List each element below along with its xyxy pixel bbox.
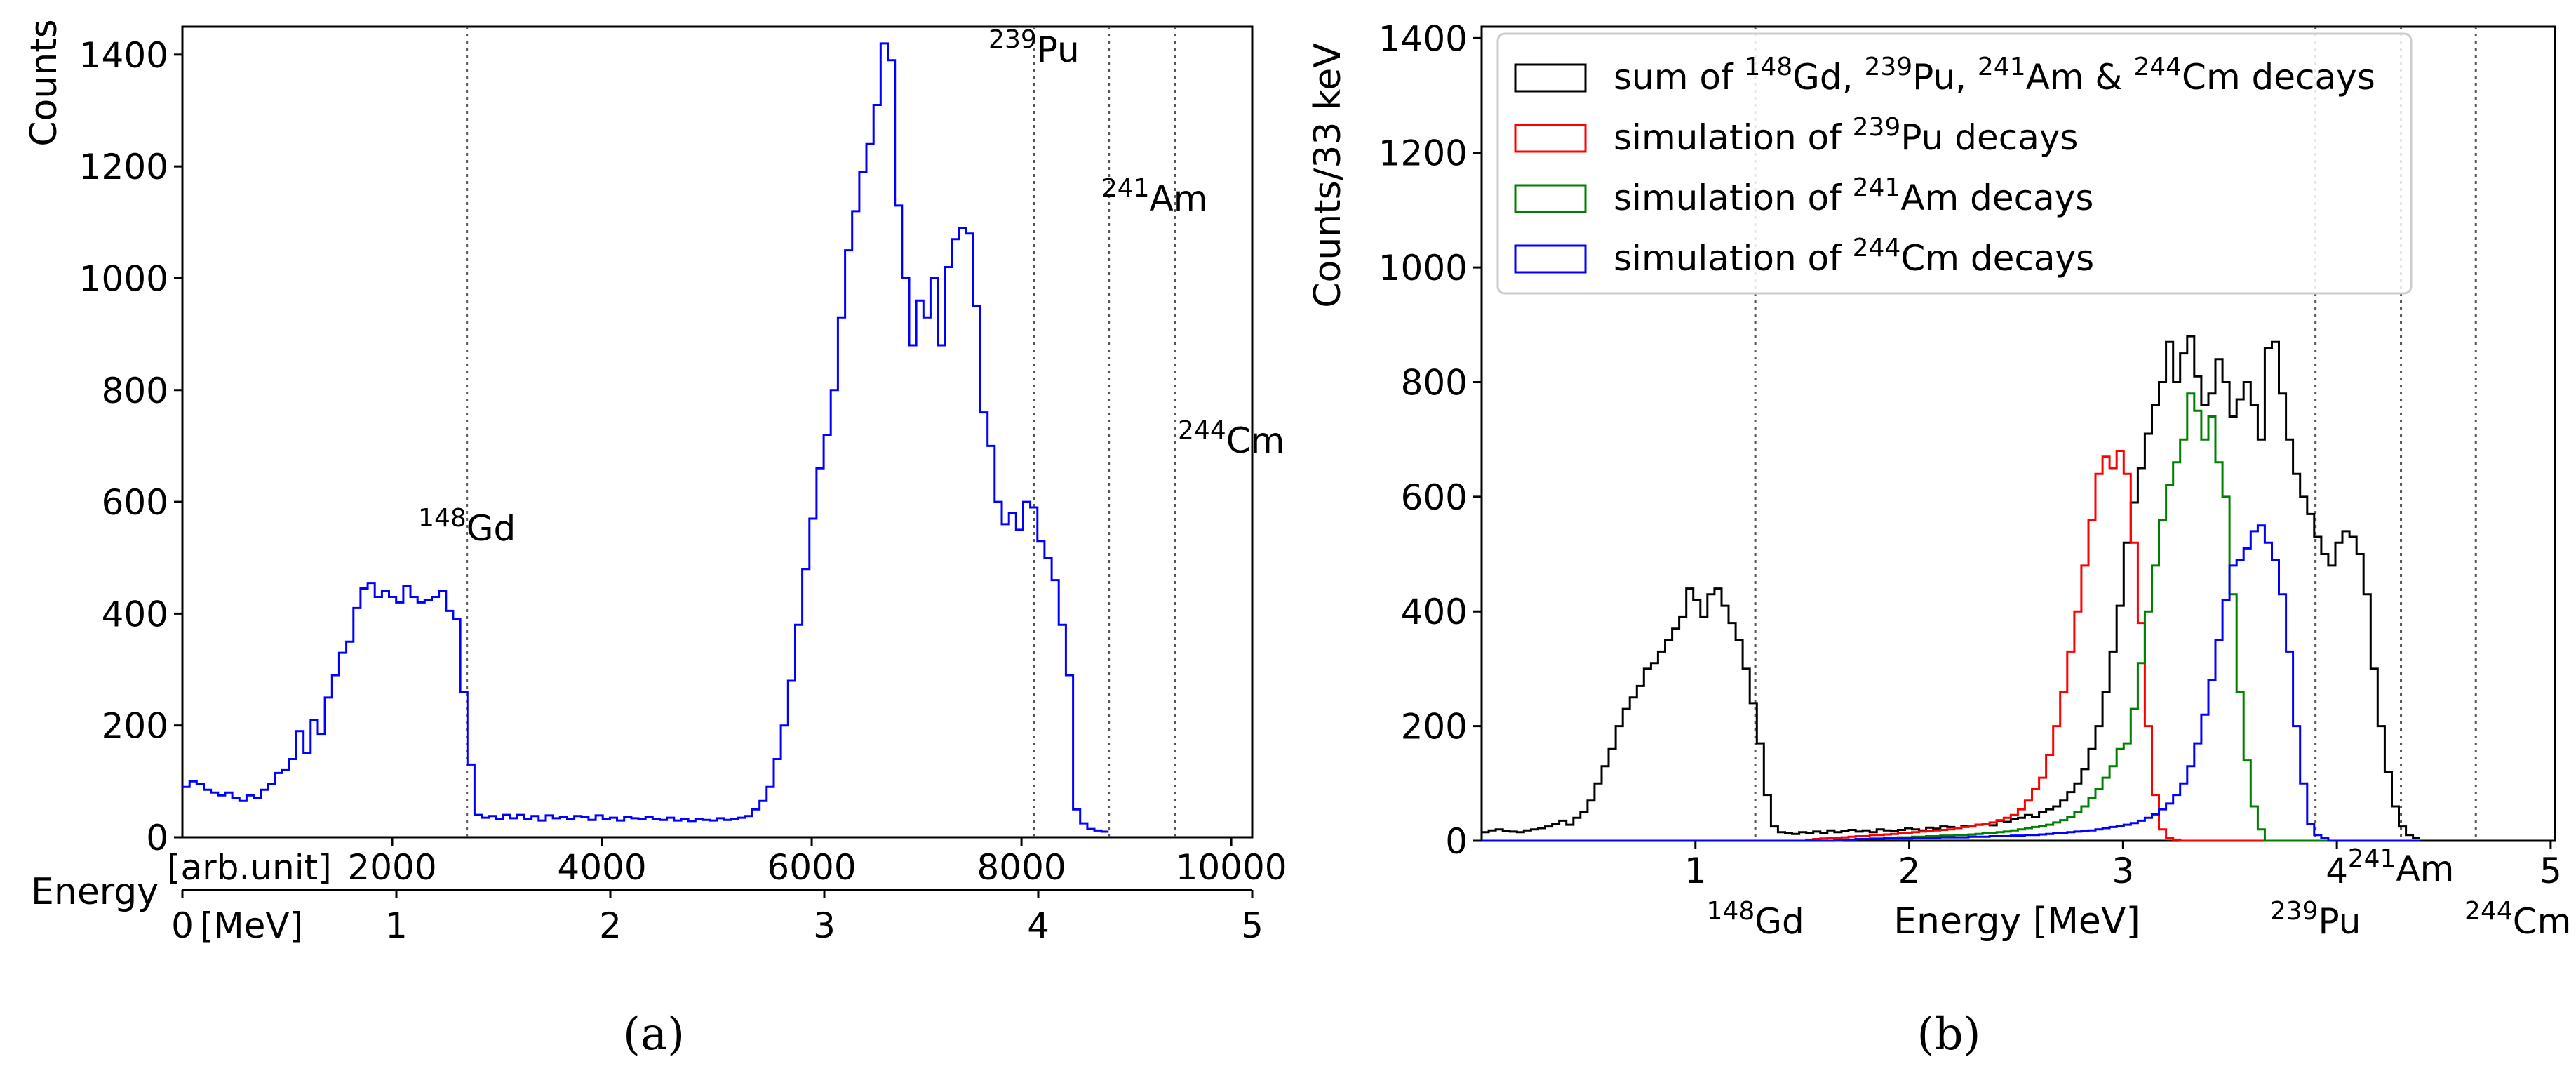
panel-a-peak-label-gd: 148Gd	[418, 504, 516, 550]
panel-b-legend-swatch-pu239	[1514, 124, 1587, 153]
panel-b-peak-label-cm: 244Cm	[2464, 897, 2571, 943]
panel-b-ytick-label: 0	[1445, 821, 1468, 862]
panel-b-peak-label-gd: 148Gd	[1707, 897, 1804, 943]
panel-a-bottom-tick-label: 5	[1241, 905, 1263, 946]
panel-a-top-tick-label: 6000	[767, 847, 856, 888]
panel-b-legend: sum of 148Gd, 239Pu, 241Am & 244Cm decay…	[1496, 32, 2413, 295]
panel-b-xtick-label: 5	[2540, 851, 2562, 891]
panel-b-ytick-label: 600	[1401, 477, 1468, 518]
panel-a-top-axis-unit: [arb.unit]	[167, 847, 332, 888]
panel-a-ytick-label: 1000	[79, 258, 168, 299]
panel-b-xtick-label: 4	[2326, 851, 2348, 891]
panel-b-ylabel: Counts/33 keV	[1307, 43, 1349, 308]
panel-a-ytick-label: 600	[102, 482, 168, 523]
panel-b-peak-label-am: 241Am	[2348, 844, 2455, 890]
panel-b-legend-swatch-sum	[1514, 63, 1587, 93]
panel-b-xtick-label: 1	[1684, 851, 1707, 891]
panel-a-plot-frame	[181, 25, 1254, 839]
panel-a-ytick-label: 800	[102, 371, 168, 411]
panel-a-ytick-label: 200	[102, 706, 168, 747]
panel-a-bottom-tick-label: 1	[385, 905, 408, 946]
panel-b-xtick-label: 3	[2112, 851, 2134, 891]
panel-b-ytick-label: 800	[1401, 362, 1468, 403]
panel-b-series-pu239	[1482, 450, 2420, 842]
panel-b-ytick-label: 1200	[1378, 133, 1468, 174]
panel-a-peak-label-am: 241Am	[1101, 174, 1208, 220]
panel-a-ylabel: Counts	[23, 19, 65, 147]
panel-b-legend-label-am241: simulation of 241Am decays	[1614, 173, 2093, 219]
panel-b-legend-label-pu239: simulation of 239Pu decays	[1614, 113, 2078, 159]
panel-b-caption: (b)	[1917, 1009, 1981, 1060]
panel-b-series-cm244	[1482, 524, 2420, 842]
panel-b: 0 200 400 600 800 1000 1200 1400 1 2 3 4 5 148Gd 239…	[1307, 18, 2571, 1060]
panel-a-ytick-label: 400	[102, 594, 168, 634]
panel-b-legend-label-cm244: simulation of 244Cm decays	[1614, 234, 2094, 279]
panel-a-peak-label-cm: 244Cm	[1178, 416, 1284, 462]
panel-a-xlabel: Energy	[31, 871, 159, 913]
panel-b-xtick-label: 2	[1898, 851, 1921, 891]
panel-a-ytick-label: 1200	[79, 147, 168, 187]
panel-a-bottom-tick-label: 3	[813, 905, 836, 946]
panel-a-caption: (a)	[623, 1009, 685, 1060]
panel-a-bottom-tick-label: 0	[171, 905, 194, 946]
panel-a-ytick-label: 1400	[79, 35, 168, 76]
panel-b-plot-frame	[1480, 25, 2556, 842]
panel-b-peak-label-pu: 239Pu	[2270, 897, 2361, 943]
panel-a-peak-label-pu: 239Pu	[988, 25, 1080, 71]
panel-b-legend-swatch-am241	[1514, 184, 1587, 213]
panel-b-ytick-label: 400	[1401, 592, 1468, 632]
panel-a: 0 200 400 600 800 1000 1200 1400 2000 4000 6000 80…	[23, 19, 1287, 1060]
panel-a-top-tick-label: 10000	[1176, 847, 1287, 888]
panel-b-ytick-label: 1400	[1378, 18, 1468, 59]
panel-b-series-sum	[1482, 335, 2420, 839]
panel-a-series-measured	[182, 42, 1109, 833]
panel-b-legend-swatch-cm244	[1514, 244, 1587, 274]
panel-a-top-tick-label: 2000	[347, 847, 436, 888]
panel-b-ytick-label: 1000	[1378, 248, 1468, 288]
panel-b-legend-box	[1496, 32, 2413, 295]
panel-a-top-tick-label: 8000	[977, 847, 1066, 888]
panel-a-bottom-axis-unit: [MeV]	[200, 905, 303, 946]
panel-a-ytick-label: 0	[146, 818, 168, 858]
panel-b-ytick-label: 200	[1401, 707, 1468, 747]
panel-b-xlabel: Energy [MeV]	[1893, 900, 2140, 943]
panel-a-bottom-tick-label: 4	[1027, 905, 1049, 946]
panel-a-top-tick-label: 4000	[557, 847, 646, 888]
panel-b-series-am241	[1482, 392, 2413, 842]
panel-b-legend-label-sum: sum of 148Gd, 239Pu, 241Am & 244Cm decay…	[1614, 53, 2375, 98]
panel-a-bottom-tick-label: 2	[599, 905, 622, 946]
